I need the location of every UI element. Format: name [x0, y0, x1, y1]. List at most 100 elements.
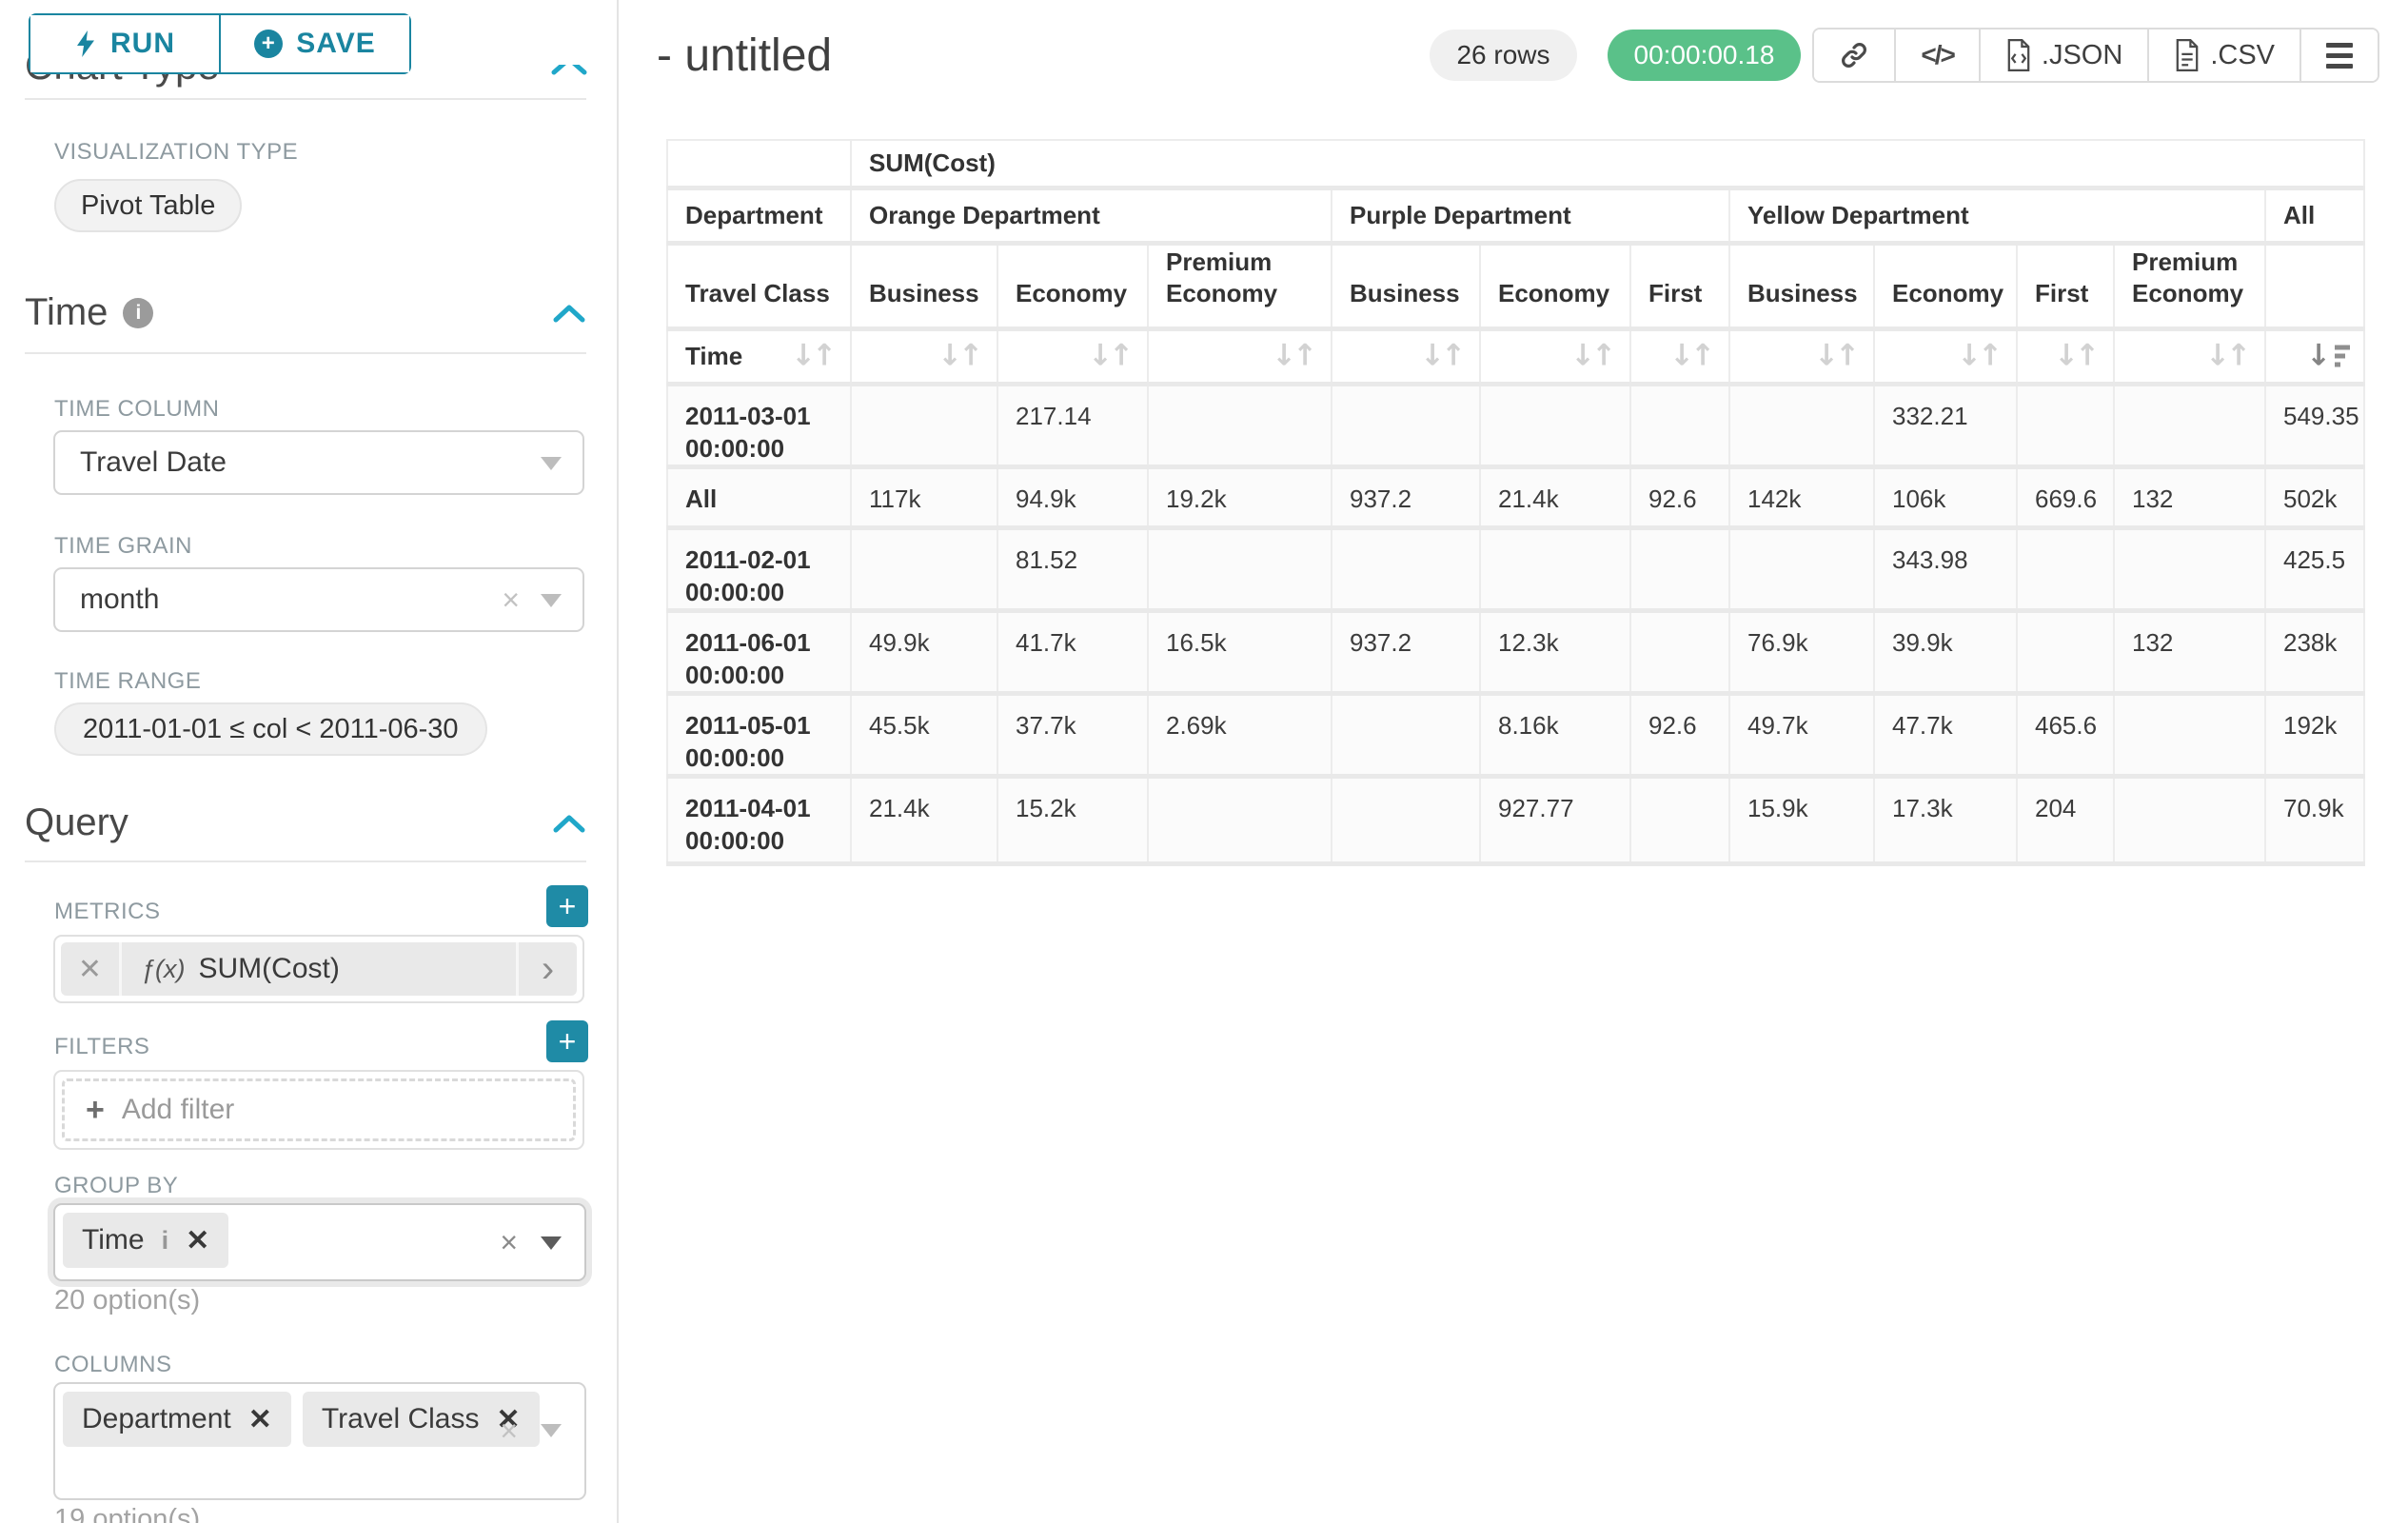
value-cell: 21.4k — [1480, 466, 1630, 527]
time-range-pill[interactable]: 2011-01-01 ≤ col < 2011-06-30 — [54, 702, 487, 756]
department-group-header: All — [2265, 188, 2364, 243]
clear-icon[interactable]: × — [502, 584, 520, 615]
value-cell: 549.35 — [2265, 384, 2364, 466]
share-link-button[interactable] — [1814, 30, 1894, 81]
value-cell — [1480, 527, 1630, 610]
corner-blank-cell — [667, 140, 851, 188]
column-sort-cell[interactable]: ↓ — [2265, 328, 2364, 384]
chevron-up-icon[interactable] — [552, 303, 586, 324]
chevron-down-icon — [541, 1236, 562, 1260]
export-json-button[interactable]: .JSON — [1979, 30, 2147, 81]
value-cell: 465.6 — [2017, 693, 2114, 776]
metric-chip[interactable]: ✕ ƒ(x) SUM(Cost) › — [61, 942, 577, 996]
export-csv-button[interactable]: .CSV — [2147, 30, 2299, 81]
row-header-cell: 2011-04-01 00:00:00 — [667, 776, 851, 863]
divider — [25, 352, 586, 354]
value-cell: 927.77 — [1480, 776, 1630, 863]
add-filter-button[interactable]: + Add filter — [62, 1078, 576, 1141]
chevron-right-icon[interactable]: › — [516, 942, 577, 996]
column-sort-cell[interactable]: ↓↑ — [1630, 328, 1729, 384]
sort-descending-active-icon[interactable]: ↓ — [2306, 342, 2350, 371]
filters-container: + Add filter — [53, 1070, 584, 1150]
sort-toggle-icon[interactable]: ↓↑ — [938, 342, 983, 371]
dimension-chip[interactable]: Department ✕ — [63, 1392, 291, 1447]
value-cell — [1630, 610, 1729, 693]
columns-options-hint: 19 option(s) — [54, 1504, 200, 1523]
remove-metric-icon[interactable]: ✕ — [61, 942, 122, 996]
row-header-cell: 2011-05-01 00:00:00 — [667, 693, 851, 776]
value-cell: 37.7k — [997, 693, 1148, 776]
run-button[interactable]: RUN — [30, 15, 219, 72]
dimension-chip[interactable]: Timei✕ — [63, 1213, 228, 1268]
column-sort-cell[interactable]: ↓↑ — [997, 328, 1148, 384]
value-cell — [1332, 384, 1480, 466]
time-grain-select[interactable]: month × — [53, 567, 584, 632]
sort-toggle-icon[interactable]: ↓↑ — [1088, 342, 1134, 371]
chart-title[interactable]: - untitled — [657, 30, 832, 82]
info-icon: i — [123, 298, 153, 328]
viz-type-pill[interactable]: Pivot Table — [54, 179, 242, 232]
columns-select[interactable]: Department✕Travel Class✕ × — [53, 1382, 586, 1500]
viz-type-label: VISUALIZATION TYPE — [54, 139, 298, 166]
clear-icon[interactable]: × — [500, 1227, 518, 1257]
value-cell: 21.4k — [851, 776, 997, 863]
travel-class-header: Economy — [1874, 243, 2017, 328]
filters-label: FILTERS — [54, 1034, 149, 1060]
time-range-label: TIME RANGE — [54, 668, 201, 695]
sort-toggle-icon[interactable]: ↓↑ — [1814, 342, 1860, 371]
clear-icon[interactable]: × — [500, 1415, 518, 1446]
chip-label: Department — [82, 1403, 231, 1435]
sort-toggle-icon[interactable]: ↓↑ — [2054, 342, 2100, 371]
value-cell — [1148, 384, 1332, 466]
time-column-select[interactable]: Travel Date — [53, 430, 584, 495]
column-sort-cell[interactable]: ↓↑ — [1480, 328, 1630, 384]
time-section-header: Time i — [25, 291, 586, 334]
divider — [25, 860, 586, 862]
add-metric-button[interactable]: + — [546, 885, 588, 927]
sort-toggle-icon[interactable]: ↓↑ — [1669, 342, 1715, 371]
sort-toggle-icon[interactable]: ↓↑ — [791, 342, 837, 371]
sort-toggle-icon[interactable]: ↓↑ — [1272, 342, 1317, 371]
travel-class-header: Business — [1729, 243, 1874, 328]
value-cell: 669.6 — [2017, 466, 2114, 527]
time-sort-cell[interactable]: Time↓↑ — [667, 328, 851, 384]
value-cell: 8.16k — [1480, 693, 1630, 776]
value-cell: 92.6 — [1630, 466, 1729, 527]
column-sort-cell[interactable]: ↓↑ — [2017, 328, 2114, 384]
value-cell: 15.2k — [997, 776, 1148, 863]
value-cell — [1729, 527, 1874, 610]
chevron-down-icon — [541, 1424, 562, 1448]
add-filter-plus-button[interactable]: + — [546, 1020, 588, 1062]
column-sort-cell[interactable]: ↓↑ — [1729, 328, 1874, 384]
sort-toggle-icon[interactable]: ↓↑ — [1570, 342, 1616, 371]
value-cell: 70.9k — [2265, 776, 2364, 863]
sort-toggle-icon[interactable]: ↓↑ — [1957, 342, 2003, 371]
value-cell — [851, 527, 997, 610]
column-sort-cell[interactable]: ↓↑ — [1874, 328, 2017, 384]
sort-toggle-icon[interactable]: ↓↑ — [2205, 342, 2251, 371]
column-sort-cell[interactable]: ↓↑ — [2114, 328, 2265, 384]
value-cell — [2017, 384, 2114, 466]
group-by-select[interactable]: Timei✕ × — [53, 1203, 586, 1281]
value-cell: 16.5k — [1148, 610, 1332, 693]
sort-toggle-icon[interactable]: ↓↑ — [1420, 342, 1466, 371]
column-sort-cell[interactable]: ↓↑ — [1148, 328, 1332, 384]
embed-code-button[interactable]: </> — [1894, 30, 1978, 81]
metrics-container: ✕ ƒ(x) SUM(Cost) › — [53, 935, 584, 1003]
value-cell: 47.7k — [1874, 693, 2017, 776]
columns-label: COLUMNS — [54, 1352, 172, 1378]
column-sort-cell[interactable]: ↓↑ — [1332, 328, 1480, 384]
travel-class-header: Economy — [1480, 243, 1630, 328]
save-button[interactable]: + SAVE — [219, 15, 409, 72]
menu-button[interactable] — [2299, 30, 2378, 81]
remove-chip-icon[interactable]: ✕ — [248, 1403, 272, 1436]
lightning-bolt-icon — [74, 30, 97, 58]
value-cell — [2114, 776, 2265, 863]
remove-chip-icon[interactable]: ✕ — [186, 1224, 209, 1257]
column-sort-cell[interactable]: ↓↑ — [851, 328, 997, 384]
chart-type-collapse-chevron-icon[interactable] — [550, 65, 588, 78]
export-button-group: </> .JSON .CSV — [1812, 28, 2379, 83]
chevron-up-icon[interactable] — [552, 813, 586, 834]
travel-class-header — [2265, 243, 2364, 328]
value-cell: 45.5k — [851, 693, 997, 776]
